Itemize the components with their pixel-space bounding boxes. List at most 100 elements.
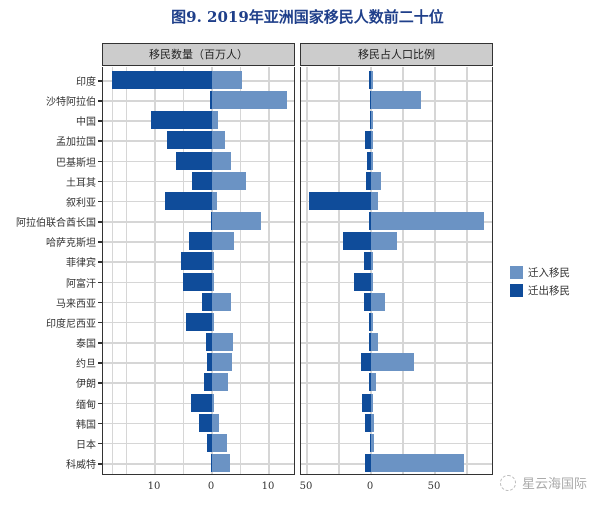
legend-item-emigration: 迁出移民 <box>510 281 570 299</box>
emigration-bar <box>192 171 212 190</box>
vertical-gridline <box>211 67 213 474</box>
country-label: 阿富汗 <box>66 278 96 290</box>
immigration-bar <box>371 393 373 412</box>
horizontal-gridline <box>103 422 294 425</box>
emigration-bar <box>151 111 212 130</box>
immigration-bar <box>212 393 214 412</box>
horizontal-gridline <box>301 160 492 163</box>
watermark: 星云海国际 <box>500 473 587 492</box>
emigration-bar <box>210 212 212 231</box>
emigration-bar <box>368 212 371 231</box>
emigration-bar <box>190 393 212 412</box>
emigration-bar <box>369 333 371 352</box>
emigration-bar <box>369 91 371 110</box>
horizontal-gridline <box>103 463 294 465</box>
horizontal-gridline <box>103 442 294 445</box>
x-tick-label: 0 <box>366 481 374 492</box>
immigration-bar <box>371 71 373 89</box>
emigration-bar <box>206 353 212 372</box>
y-tick-mark <box>98 382 102 384</box>
emigration-bar <box>198 413 212 432</box>
emigration-bar <box>186 312 212 331</box>
x-tick-label: 10 <box>147 481 161 492</box>
vertical-gridline <box>268 67 270 474</box>
y-tick-mark <box>98 160 102 163</box>
y-tick-mark <box>98 342 102 344</box>
immigration-bar <box>212 252 214 271</box>
immigration-bar <box>371 171 381 190</box>
immigration-bar <box>371 272 373 291</box>
emigration-bar <box>367 151 371 170</box>
emigration-bar <box>365 131 371 150</box>
emigration-bar <box>181 252 212 271</box>
country-label: 巴基斯坦 <box>56 157 96 169</box>
immigration-bar <box>212 353 232 372</box>
horizontal-gridline <box>103 301 294 304</box>
wechat-logo-icon <box>500 474 516 491</box>
horizontal-gridline <box>301 140 492 142</box>
immigration-bar <box>371 252 373 271</box>
y-tick-mark <box>98 442 102 445</box>
country-label: 科威特 <box>66 460 96 472</box>
emigration-bar <box>369 433 371 452</box>
x-tick-label: 10 <box>261 481 275 492</box>
country-label: 孟加拉国 <box>56 137 96 149</box>
immigration-bar <box>371 212 484 231</box>
vertical-gridline <box>306 67 308 474</box>
y-tick-mark <box>98 402 102 405</box>
country-label: 印度 <box>76 77 96 88</box>
immigration-bar <box>212 171 247 190</box>
immigration-bar <box>212 312 214 331</box>
y-tick-mark <box>98 221 102 223</box>
y-tick-mark <box>98 463 102 465</box>
vertical-gridline <box>239 67 242 474</box>
horizontal-gridline <box>301 120 492 122</box>
country-label: 叙利亚 <box>66 197 96 209</box>
emigration-swatch-icon <box>510 283 523 297</box>
country-label: 韩国 <box>76 419 96 431</box>
emigration-bar <box>363 292 371 311</box>
y-tick-mark <box>98 321 102 324</box>
immigration-bar <box>212 111 218 130</box>
emigration-bar <box>112 71 212 89</box>
country-label: 伊朗 <box>76 379 96 391</box>
country-label: 菲律宾 <box>66 258 96 270</box>
country-label: 中国 <box>76 117 96 129</box>
emigration-bar <box>369 71 371 89</box>
immigration-bar <box>212 413 219 432</box>
y-tick-mark <box>98 80 102 82</box>
x-tick-label: 0 <box>207 481 215 492</box>
immigration-bar <box>371 111 373 130</box>
y-tick-mark <box>98 140 102 142</box>
country-label: 土耳其 <box>66 177 96 189</box>
vertical-gridline <box>466 67 468 474</box>
emigration-bar <box>353 272 371 291</box>
emigration-bar <box>369 111 371 130</box>
vertical-gridline <box>338 67 340 474</box>
y-tick-mark <box>98 281 102 284</box>
emigration-bar <box>166 131 212 150</box>
emigration-bar <box>204 373 212 392</box>
immigration-bar <box>371 292 385 311</box>
y-tick-mark <box>98 261 102 263</box>
country-label: 日本 <box>76 439 96 451</box>
x-tick-label: 50 <box>427 481 441 492</box>
immigration-swatch-icon <box>510 265 523 279</box>
chart-title: 图9. 2019年亚洲国家移民人数前二十位 <box>171 8 444 26</box>
immigration-bar <box>212 272 214 291</box>
horizontal-gridline <box>103 342 294 344</box>
y-tick-mark <box>98 301 102 304</box>
emigration-bar <box>205 333 212 352</box>
horizontal-gridline <box>301 301 492 304</box>
immigration-bar <box>371 312 373 331</box>
country-label: 沙特阿拉伯 <box>46 97 96 109</box>
emigration-bar <box>366 171 371 190</box>
x-tick-label: 50 <box>299 481 313 492</box>
country-label: 约旦 <box>76 359 96 371</box>
horizontal-gridline <box>301 402 492 405</box>
immigration-bar <box>371 373 376 392</box>
immigration-bar <box>371 413 374 432</box>
y-tick-mark <box>98 200 102 203</box>
legend: 迁入移民 迁出移民 <box>510 263 570 299</box>
emigration-bar <box>368 312 371 331</box>
